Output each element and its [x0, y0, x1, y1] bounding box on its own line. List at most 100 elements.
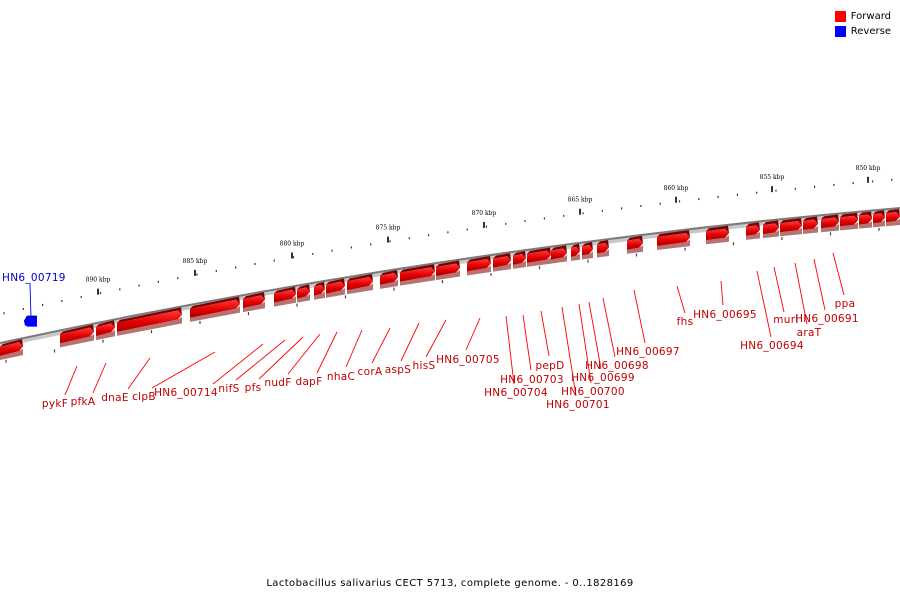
gene-label-forward[interactable]: dnaE	[101, 392, 129, 404]
leader-line	[425, 319, 447, 358]
forward-gene-arrow[interactable]	[380, 269, 398, 289]
forward-gene-arrow[interactable]	[657, 230, 690, 251]
gene-label-forward[interactable]: HN6_00700	[561, 386, 625, 398]
forward-gene-arrow[interactable]	[60, 324, 94, 348]
forward-gene-arrow[interactable]	[780, 218, 802, 237]
legend-forward: Forward	[834, 9, 891, 24]
minor-tick-lower	[53, 349, 56, 353]
minor-tick	[891, 178, 893, 181]
gene-label-forward[interactable]: araT	[797, 327, 822, 339]
gene-label-forward[interactable]: corA	[358, 366, 383, 378]
forward-gene-arrow[interactable]	[763, 220, 779, 239]
minor-tick	[543, 217, 545, 220]
legend-reverse: Reverse	[834, 24, 891, 39]
gene-label-forward[interactable]: HN6_00695	[693, 309, 757, 321]
gene-label-forward[interactable]: dapF	[295, 376, 322, 388]
gene-label-forward[interactable]: nudF	[264, 377, 291, 389]
gene-label-forward[interactable]: HN6_00697	[616, 346, 680, 358]
gene-label-forward[interactable]: murI	[773, 314, 799, 326]
gene-label-forward[interactable]: HN6_00698	[585, 360, 649, 372]
leader-line	[578, 303, 592, 384]
forward-gene-arrow[interactable]	[493, 253, 511, 272]
minor-tick-lower	[635, 253, 638, 257]
minor-tick	[331, 249, 333, 252]
leader-line	[522, 314, 532, 371]
forward-gene-arrow[interactable]	[436, 260, 460, 281]
forward-gene-arrow[interactable]	[706, 225, 729, 245]
forward-gene-arrow[interactable]	[859, 211, 872, 229]
forward-gene-arrow[interactable]	[513, 251, 526, 269]
reverse-gene-arrow[interactable]	[24, 315, 37, 327]
gene-label-forward[interactable]: HN6_00701	[546, 399, 610, 411]
forward-gene-arrow[interactable]	[274, 286, 296, 307]
tick-label: 850 kbp	[856, 165, 881, 172]
gene-label-forward[interactable]: HN6_00691	[795, 313, 859, 325]
gene-label-forward[interactable]: ppa	[835, 298, 856, 310]
gene-label-forward[interactable]: HN6_00704	[484, 387, 548, 399]
forward-gene-arrow[interactable]	[597, 239, 609, 258]
legend-reverse-label: Reverse	[850, 26, 891, 37]
gene-label-forward[interactable]: clpB	[132, 391, 156, 403]
leader-line	[465, 317, 481, 351]
forward-gene-arrow[interactable]	[400, 264, 435, 286]
gene-label-forward[interactable]: nifS	[218, 383, 239, 395]
forward-gene-arrow[interactable]	[467, 255, 491, 276]
minor-tick	[736, 193, 738, 196]
forward-gene-arrow[interactable]	[571, 243, 580, 261]
forward-gene-arrow[interactable]	[297, 284, 310, 303]
backbone	[0, 207, 900, 344]
gene-label-forward[interactable]: HN6_00703	[500, 374, 564, 386]
forward-gene-arrow[interactable]	[314, 281, 325, 300]
minor-tick	[196, 273, 198, 276]
gene-label-forward[interactable]: aspS	[385, 364, 411, 376]
minor-tick	[119, 288, 121, 291]
minor-tick	[42, 303, 44, 306]
gene-label-forward[interactable]: hisS	[413, 360, 436, 372]
forward-gene-arrow[interactable]	[886, 209, 900, 227]
leader-line	[371, 327, 391, 364]
forward-gene-arrow[interactable]	[117, 307, 182, 336]
forward-gene-arrow[interactable]	[0, 339, 23, 360]
minor-tick	[138, 284, 140, 287]
forward-gene-arrow[interactable]	[840, 212, 858, 231]
leader-line	[505, 315, 515, 385]
minor-tick	[698, 198, 700, 201]
forward-gene-arrow[interactable]	[190, 296, 240, 322]
tick-label: 860 kbp	[664, 185, 689, 192]
forward-gene-arrow[interactable]	[243, 292, 265, 313]
leader-line	[773, 266, 785, 313]
gene-label-forward[interactable]: HN6_00714	[154, 387, 218, 399]
leader-line	[561, 306, 577, 397]
minor-tick	[157, 280, 159, 283]
gene-label-forward[interactable]: pfkA	[71, 396, 96, 408]
forward-gene-arrow[interactable]	[821, 214, 839, 233]
forward-gene-arrow[interactable]	[627, 235, 643, 254]
gene-label-forward[interactable]: pfs	[245, 382, 262, 394]
forward-gene-arrow[interactable]	[803, 216, 818, 234]
forward-gene-arrow[interactable]	[873, 210, 885, 228]
forward-gene-arrow[interactable]	[551, 245, 567, 264]
gene-label-forward[interactable]: HN6_00694	[740, 340, 804, 352]
gene-label-forward[interactable]: HN6_00705	[436, 354, 500, 366]
gene-label-forward[interactable]: pepD	[535, 360, 564, 372]
gene-label-forward[interactable]: nhaC	[327, 371, 355, 383]
forward-gene-arrow[interactable]	[527, 247, 551, 267]
tick-label: 885 kbp	[183, 258, 208, 265]
minor-tick	[215, 269, 217, 272]
leader-line	[92, 362, 107, 394]
forward-gene-arrow[interactable]	[746, 222, 760, 240]
forward-gene-arrow[interactable]	[582, 242, 593, 260]
minor-tick	[601, 209, 603, 212]
forward-gene-arrow[interactable]	[96, 320, 115, 341]
gene-label-reverse[interactable]: HN6_00719	[2, 272, 66, 284]
gene-label-forward[interactable]: HN6_00699	[571, 372, 635, 384]
genome-caption: Lactobacillus salivarius CECT 5713, comp…	[266, 578, 634, 589]
minor-tick-lower	[441, 280, 444, 284]
gene-label-forward[interactable]: fhs	[677, 316, 694, 328]
minor-tick	[659, 202, 661, 205]
forward-gene-arrow[interactable]	[326, 278, 345, 298]
minor-tick-lower	[344, 295, 347, 299]
forward-gene-arrow[interactable]	[347, 273, 373, 295]
minor-tick	[312, 252, 314, 255]
gene-label-forward[interactable]: pykF	[42, 398, 68, 410]
